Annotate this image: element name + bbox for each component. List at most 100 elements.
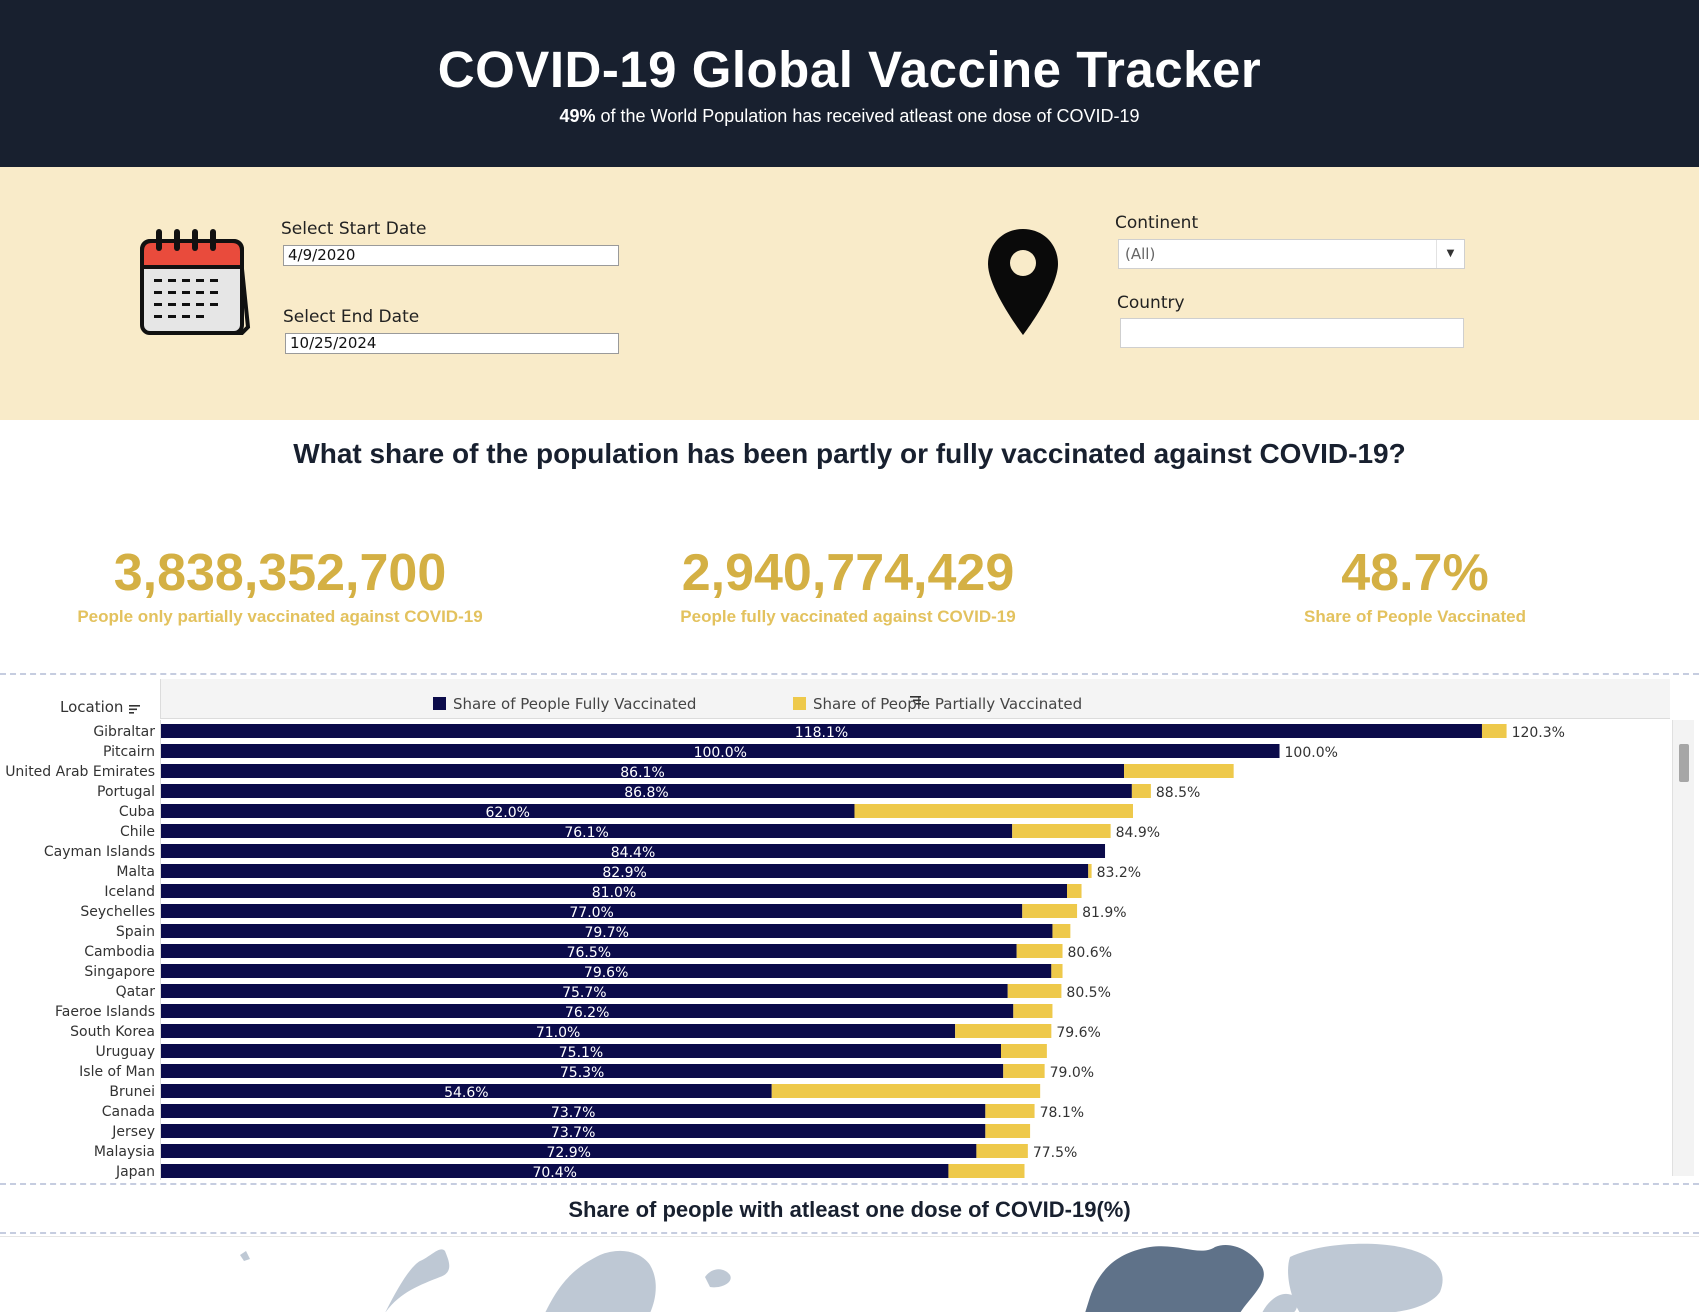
- bar-fully-vaccinated: [161, 804, 855, 818]
- bar-value-label: 73.7%: [551, 1125, 595, 1141]
- bar-fully-vaccinated: [161, 744, 1280, 758]
- bar-fully-vaccinated: [161, 1004, 1014, 1018]
- bar-fully-vaccinated: [161, 1104, 986, 1118]
- divider: [0, 1183, 1699, 1185]
- chart-legend: [160, 679, 1670, 719]
- location-label: Japan: [115, 1164, 155, 1180]
- location-label: Portugal: [97, 784, 155, 800]
- bar-value-label: 76.2%: [565, 1005, 609, 1021]
- location-label: Cambodia: [84, 944, 155, 960]
- divider: [0, 1232, 1699, 1234]
- subtitle-text: of the World Population has received atl…: [600, 106, 1140, 126]
- map-landmass: [1262, 1293, 1298, 1312]
- map-landmass: [385, 1249, 450, 1312]
- bar-partially-vaccinated: [1067, 884, 1082, 898]
- bar-value-label: 75.7%: [562, 985, 606, 1001]
- bar-partially-vaccinated: [985, 1104, 1035, 1118]
- bar-total-label: 78.1%: [1040, 1105, 1084, 1121]
- kpi-value: 2,940,774,429: [681, 544, 1015, 602]
- bar-value-label: 86.8%: [624, 785, 668, 801]
- location-label: Faeroe Islands: [55, 1004, 155, 1020]
- bar-fully-vaccinated: [161, 964, 1052, 978]
- country-label: Country: [1117, 293, 1185, 313]
- legend-swatch-partial: [793, 697, 806, 710]
- bar-fully-vaccinated: [161, 864, 1089, 878]
- bar-partially-vaccinated: [1013, 1004, 1053, 1018]
- chevron-down-icon[interactable]: ▼: [1436, 240, 1464, 268]
- bar-fully-vaccinated: [161, 784, 1132, 798]
- bar-fully-vaccinated: [161, 824, 1013, 838]
- sort-icon[interactable]: [129, 704, 140, 714]
- legend-label-partial: Share of People Partially Vaccinated: [813, 695, 1083, 713]
- bar-total-label: 81.9%: [1082, 905, 1126, 921]
- vaccination-bar-chart: Location Share of People Fully Vaccinate…: [0, 676, 1699, 1180]
- bar-partially-vaccinated: [1131, 784, 1151, 798]
- legend-item-fully: Share of People Fully Vaccinated: [433, 695, 696, 713]
- bar-fully-vaccinated: [161, 1124, 986, 1138]
- map-canvas: [240, 1243, 1443, 1312]
- continent-value: (All): [1125, 245, 1156, 263]
- bar-fully-vaccinated: [161, 1164, 949, 1178]
- bar-partially-vaccinated: [1022, 904, 1078, 918]
- world-map[interactable]: [0, 1236, 1699, 1312]
- bar-value-label: 75.3%: [560, 1065, 604, 1081]
- location-label: Isle of Man: [79, 1064, 155, 1080]
- bar-value-label: 118.1%: [795, 725, 848, 741]
- bar-partially-vaccinated: [1088, 864, 1092, 878]
- scrollbar-thumb[interactable]: [1679, 744, 1689, 782]
- country-input[interactable]: [1120, 318, 1464, 348]
- continent-label: Continent: [1115, 213, 1199, 233]
- continent-dropdown[interactable]: (All) ▼: [1118, 239, 1465, 269]
- location-pin-icon: [988, 229, 1058, 335]
- location-label: Seychelles: [80, 904, 155, 920]
- chart-scrollbar[interactable]: [1672, 720, 1694, 1176]
- bar-fully-vaccinated: [161, 944, 1017, 958]
- header-banner: COVID-19 Global Vaccine Tracker 49% of t…: [0, 0, 1699, 167]
- bar-fully-vaccinated: [161, 1044, 1002, 1058]
- kpi-fully-vaccinated: 2,940,774,429 People fully vaccinated ag…: [608, 545, 1088, 627]
- bar-partially-vaccinated: [976, 1144, 1028, 1158]
- bar-value-label: 79.7%: [584, 925, 628, 941]
- bar-partially-vaccinated: [1016, 944, 1063, 958]
- bar-total-label: 79.6%: [1056, 1025, 1100, 1041]
- sort-icon[interactable]: [910, 695, 921, 705]
- location-label: Canada: [102, 1104, 155, 1120]
- bar-value-label: 84.4%: [611, 845, 655, 861]
- bar-value-label: 71.0%: [536, 1025, 580, 1041]
- kpi-value: 3,838,352,700: [113, 544, 447, 602]
- calendar-icon: [140, 229, 251, 335]
- bar-fully-vaccinated: [161, 904, 1023, 918]
- kpi-label: People only partially vaccinated against…: [77, 607, 483, 626]
- kpi-label: Share of People Vaccinated: [1303, 607, 1527, 626]
- location-label: Qatar: [116, 984, 156, 1000]
- bar-partially-vaccinated: [1007, 984, 1062, 998]
- bar-fully-vaccinated: [161, 724, 1482, 738]
- bar-partially-vaccinated: [1003, 1064, 1045, 1078]
- chart-question-heading: What share of the population has been pa…: [293, 438, 1406, 469]
- bar-partially-vaccinated: [771, 1084, 1041, 1098]
- bar-fully-vaccinated: [161, 884, 1067, 898]
- location-label: Cuba: [119, 804, 155, 820]
- location-label: Cayman Islands: [44, 844, 155, 860]
- bar-partially-vaccinated: [948, 1164, 1025, 1178]
- page-title: COVID-19 Global Vaccine Tracker: [437, 41, 1262, 98]
- bar-fully-vaccinated: [161, 1064, 1004, 1078]
- location-column-header[interactable]: Location: [60, 698, 124, 716]
- location-label: Malta: [116, 864, 155, 880]
- bar-total-label: 88.5%: [1156, 785, 1200, 801]
- location-label: Uruguay: [96, 1044, 156, 1060]
- end-date-input[interactable]: 10/25/2024: [285, 333, 619, 354]
- bar-total-label: 100.0%: [1285, 745, 1338, 761]
- bar-partially-vaccinated: [1124, 764, 1234, 778]
- kpi-partially-vaccinated: 3,838,352,700 People only partially vacc…: [40, 545, 520, 627]
- bar-total-label: 79.0%: [1050, 1065, 1094, 1081]
- end-date-label: Select End Date: [283, 307, 420, 327]
- bar-value-label: 76.1%: [564, 825, 608, 841]
- map-landmass: [545, 1250, 656, 1312]
- bar-total-label: 80.6%: [1068, 945, 1112, 961]
- start-date-input[interactable]: 4/9/2020: [283, 245, 619, 266]
- map-landmass: [1085, 1245, 1264, 1312]
- location-label: Malaysia: [94, 1144, 155, 1160]
- bar-value-label: 62.0%: [485, 805, 529, 821]
- bar-fully-vaccinated: [161, 1144, 977, 1158]
